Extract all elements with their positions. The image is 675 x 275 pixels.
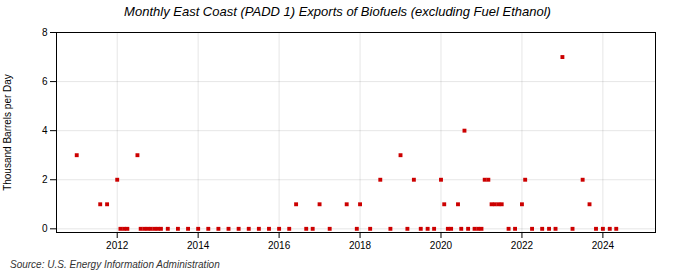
- svg-text:2: 2: [42, 174, 48, 185]
- svg-text:8: 8: [42, 27, 48, 38]
- svg-text:6: 6: [42, 76, 48, 87]
- svg-text:0: 0: [42, 223, 48, 234]
- html-text:Source: U.S. Energy Informatio: Source: U.S. Energy Information Administ…: [10, 259, 220, 270]
- svg-text:2012: 2012: [106, 240, 129, 251]
- svg-text:2018: 2018: [349, 240, 372, 251]
- svg-text:2024: 2024: [592, 240, 615, 251]
- svg-text:2022: 2022: [511, 240, 534, 251]
- svg-text:2016: 2016: [268, 240, 291, 251]
- svg-text:2020: 2020: [430, 240, 453, 251]
- svg-text:4: 4: [42, 125, 48, 136]
- svg-text:2014: 2014: [187, 240, 210, 251]
- svg-text:Thousand Barrels per Day: Thousand Barrels per Day: [2, 74, 13, 191]
- html-text:Monthly East Coast (PADD 1) Ex: Monthly East Coast (PADD 1) Exports of B…: [124, 4, 551, 19]
